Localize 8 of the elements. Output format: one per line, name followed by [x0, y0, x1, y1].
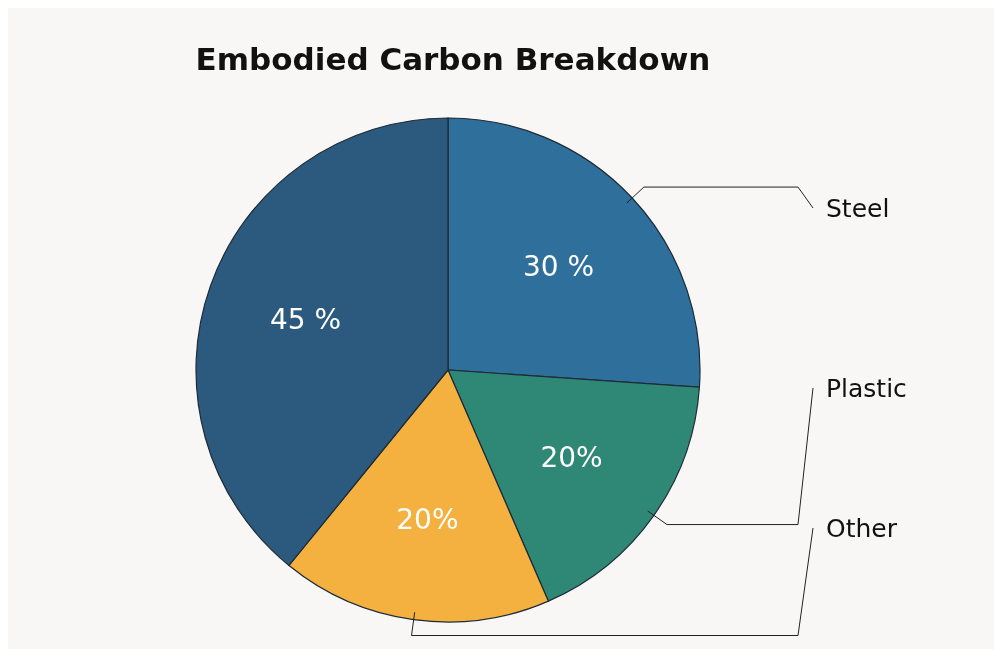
- data-label: 45 %: [269, 302, 342, 336]
- data-label: 20%: [396, 503, 459, 537]
- data-label: 20%: [540, 440, 603, 474]
- slice-label: Plastic: [826, 373, 907, 403]
- data-label: 30 %: [522, 250, 595, 284]
- slice-label: Other: [826, 513, 898, 543]
- slice-label: Steel: [826, 193, 890, 223]
- chart-title: Embodied Carbon Breakdown: [195, 41, 711, 77]
